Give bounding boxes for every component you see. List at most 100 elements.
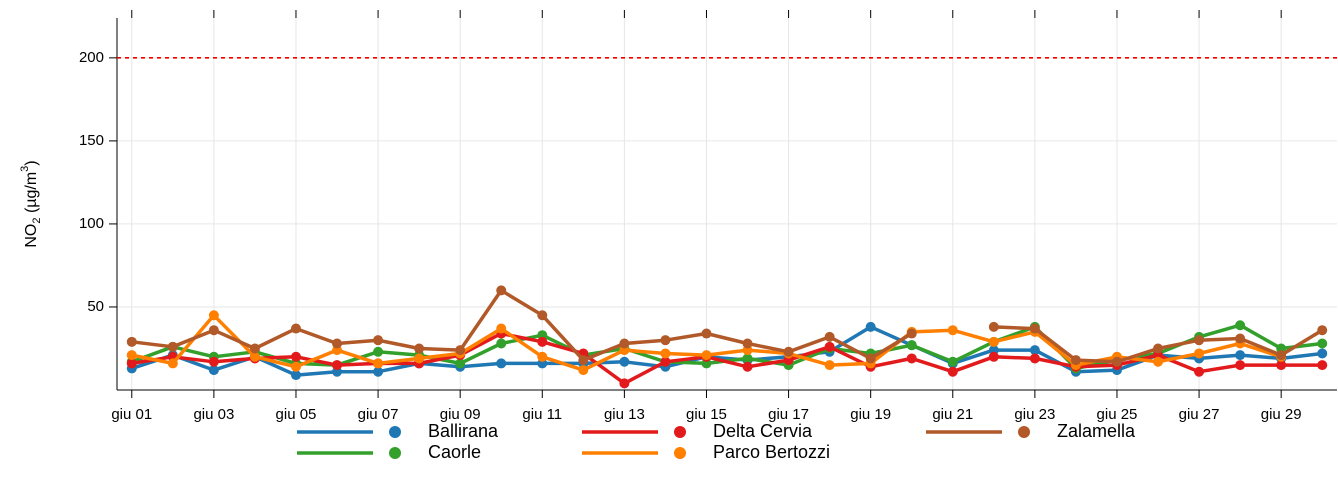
- x-tick-label: giu 05: [276, 406, 317, 423]
- x-tick-label: giu 19: [850, 406, 891, 423]
- legend-dot: [674, 426, 686, 438]
- y-axis-label: NO2 (µg/m3): [19, 160, 43, 247]
- data-point: [455, 345, 466, 356]
- y-label-sup: 3: [19, 166, 31, 172]
- y-label-part: (µg/m: [23, 172, 40, 218]
- data-point: [1194, 335, 1205, 346]
- data-point: [167, 341, 178, 352]
- x-tick-label: giu 13: [604, 406, 645, 423]
- data-point: [1153, 356, 1164, 367]
- x-tick-label: giu 07: [358, 406, 399, 423]
- data-point: [1111, 356, 1122, 367]
- data-point: [249, 351, 260, 362]
- data-point: [167, 358, 178, 369]
- y-label-part: NO: [23, 224, 40, 248]
- data-point: [824, 341, 835, 352]
- data-point: [906, 353, 917, 364]
- data-point: [1235, 350, 1246, 361]
- y-tick-label: 100: [79, 215, 104, 232]
- data-point: [947, 366, 958, 377]
- data-point: [373, 358, 384, 369]
- x-tick-label: giu 01: [111, 406, 152, 423]
- legend-dot: [389, 447, 401, 459]
- data-point: [496, 358, 507, 369]
- data-point: [619, 378, 630, 389]
- data-point: [1153, 343, 1164, 354]
- data-point: [290, 361, 301, 372]
- data-point: [208, 310, 219, 321]
- legend-dot: [389, 426, 401, 438]
- y-label-part: ): [23, 160, 40, 165]
- x-tick-label: giu 09: [440, 406, 481, 423]
- data-point: [1029, 353, 1040, 364]
- data-point: [947, 356, 958, 367]
- data-point: [742, 353, 753, 364]
- data-point: [578, 365, 589, 376]
- data-point: [742, 338, 753, 349]
- data-point: [414, 353, 425, 364]
- data-point: [1317, 348, 1328, 359]
- data-point: [414, 343, 425, 354]
- x-tick-label: giu 17: [768, 406, 809, 423]
- x-tick-label: giu 03: [193, 406, 234, 423]
- legend-dot: [1018, 426, 1030, 438]
- data-point: [783, 346, 794, 357]
- x-tick-label: giu 25: [1097, 406, 1138, 423]
- data-point: [660, 348, 671, 359]
- data-point: [1070, 355, 1081, 366]
- data-point: [290, 370, 301, 381]
- legend-dot: [674, 447, 686, 459]
- data-point: [1235, 333, 1246, 344]
- data-point: [988, 351, 999, 362]
- y-tick-label: 150: [79, 132, 104, 149]
- data-point: [126, 336, 137, 347]
- data-point: [455, 358, 466, 369]
- data-point: [208, 325, 219, 336]
- x-tick-label: giu 15: [686, 406, 727, 423]
- data-point: [701, 350, 712, 361]
- data-point: [373, 346, 384, 357]
- data-point: [1317, 360, 1328, 371]
- series-line: [131, 331, 1323, 386]
- x-tick-label: giu 27: [1179, 406, 1220, 423]
- data-point: [1194, 366, 1205, 377]
- data-point: [373, 366, 384, 377]
- data-point: [1317, 325, 1328, 336]
- data-point: [988, 336, 999, 347]
- data-point: [660, 356, 671, 367]
- data-point: [537, 310, 548, 321]
- legend-label: Zalamella: [1057, 421, 1136, 441]
- x-tick-label: giu 21: [932, 406, 973, 423]
- data-point: [578, 355, 589, 366]
- data-point: [332, 360, 343, 371]
- x-tick-label: giu 23: [1014, 406, 1055, 423]
- y-label-sub: 2: [31, 218, 43, 224]
- x-tick-label: giu 11: [522, 406, 562, 423]
- data-point: [290, 351, 301, 362]
- data-point: [1235, 320, 1246, 331]
- data-point: [537, 336, 548, 347]
- data-point: [742, 361, 753, 372]
- data-point: [537, 351, 548, 362]
- data-point: [1235, 360, 1246, 371]
- y-tick-label: 200: [79, 49, 104, 66]
- data-point: [496, 323, 507, 334]
- y-tick-label: 50: [87, 298, 104, 315]
- data-point: [619, 356, 630, 367]
- legend-label: Delta Cervia: [713, 421, 813, 441]
- data-point: [1276, 350, 1287, 361]
- data-point: [619, 338, 630, 349]
- data-point: [1276, 360, 1287, 371]
- data-point: [906, 328, 917, 339]
- data-point: [496, 285, 507, 296]
- data-point: [824, 360, 835, 371]
- data-point: [290, 323, 301, 334]
- data-point: [1317, 338, 1328, 349]
- data-point: [126, 350, 137, 361]
- data-point: [701, 328, 712, 339]
- data-point: [496, 338, 507, 349]
- legend-label: Caorle: [428, 442, 481, 462]
- data-point: [1194, 348, 1205, 359]
- data-point: [1029, 323, 1040, 334]
- data-point: [824, 331, 835, 342]
